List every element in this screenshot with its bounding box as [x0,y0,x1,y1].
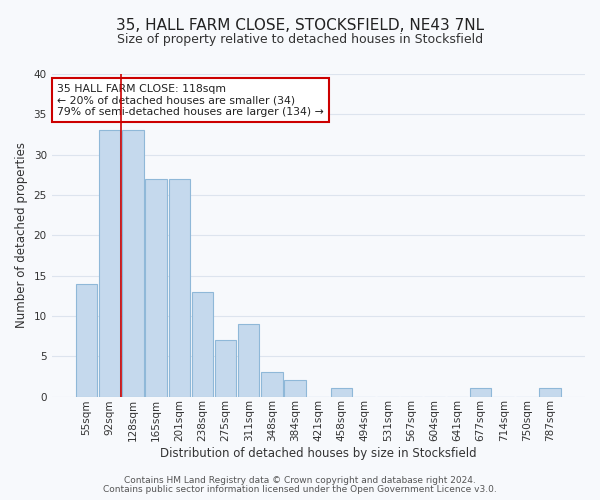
Bar [539,388,561,396]
Bar [215,340,236,396]
Bar [284,380,306,396]
Bar [192,292,213,397]
Y-axis label: Number of detached properties: Number of detached properties [15,142,28,328]
Bar [169,179,190,396]
Text: 35, HALL FARM CLOSE, STOCKSFIELD, NE43 7NL: 35, HALL FARM CLOSE, STOCKSFIELD, NE43 7… [116,18,484,32]
X-axis label: Distribution of detached houses by size in Stocksfield: Distribution of detached houses by size … [160,447,476,460]
Bar [262,372,283,396]
Bar [238,324,259,396]
Bar [99,130,121,396]
Bar [470,388,491,396]
Bar [145,179,167,396]
Text: Contains public sector information licensed under the Open Government Licence v3: Contains public sector information licen… [103,485,497,494]
Bar [122,130,143,396]
Bar [76,284,97,397]
Text: Contains HM Land Registry data © Crown copyright and database right 2024.: Contains HM Land Registry data © Crown c… [124,476,476,485]
Bar [331,388,352,396]
Text: 35 HALL FARM CLOSE: 118sqm
← 20% of detached houses are smaller (34)
79% of semi: 35 HALL FARM CLOSE: 118sqm ← 20% of deta… [57,84,324,117]
Text: Size of property relative to detached houses in Stocksfield: Size of property relative to detached ho… [117,32,483,46]
